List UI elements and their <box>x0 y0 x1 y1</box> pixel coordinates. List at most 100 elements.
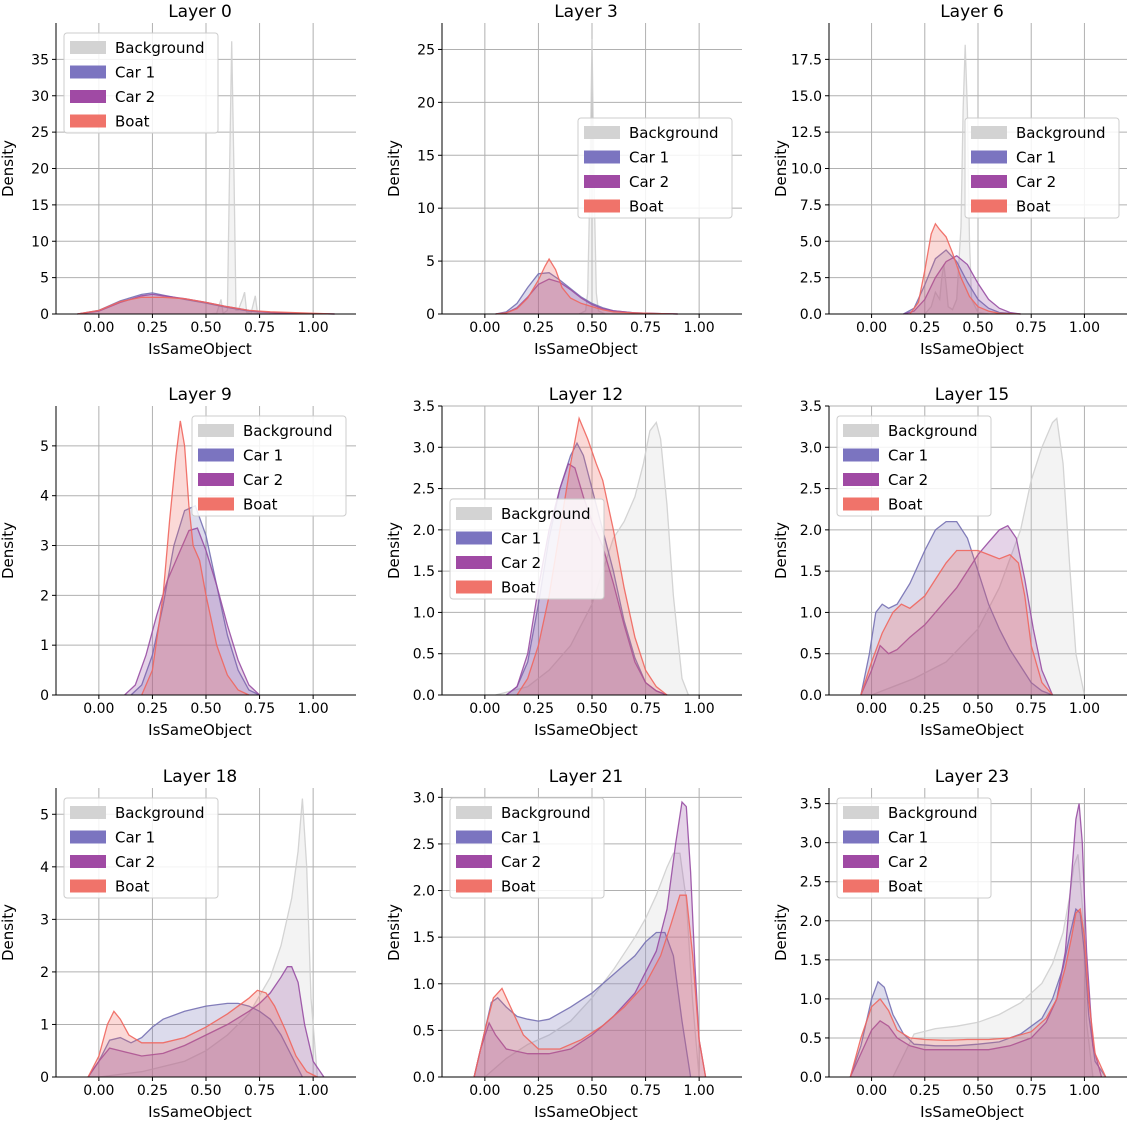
y-tick-label: 0 <box>426 307 435 323</box>
y-tick-label: 1.5 <box>413 930 435 946</box>
x-tick-label: 0.50 <box>962 701 993 717</box>
y-tick-label: 0.0 <box>800 307 822 323</box>
y-tick-label: 3.5 <box>800 399 822 415</box>
chart-panel-1: 0.00 0.25 0.50 0.75 1.00 0 5 10 15 20 25 Layer 3 IsS… <box>385 2 742 358</box>
legend-swatch <box>971 150 1007 164</box>
legend-box <box>836 797 992 899</box>
chart-title: Layer 9 <box>168 385 232 405</box>
legend-box <box>577 117 733 219</box>
chart-title: Layer 6 <box>940 2 1004 22</box>
legend-swatch <box>70 879 106 893</box>
legend-swatch <box>843 830 879 844</box>
legend-swatch <box>456 556 492 569</box>
legend-label: Boat <box>243 496 278 514</box>
series-area-boat <box>141 420 249 695</box>
y-tick-label: 2.5 <box>413 837 435 853</box>
legend-label: Car 2 <box>1016 173 1056 191</box>
y-tick-label: 3 <box>40 539 49 555</box>
x-tick-label: 0.50 <box>190 1083 221 1099</box>
chart-title: Layer 21 <box>549 767 623 787</box>
chart-panel-3: 0.00 0.25 0.50 0.75 1.00 0 1 2 3 4 5 Layer 9 IsSameO… <box>0 385 356 739</box>
y-tick-label: 2.5 <box>800 271 822 287</box>
y-tick-label: 0 <box>40 688 49 704</box>
y-tick-label: 1.0 <box>800 605 822 621</box>
series-area-background <box>495 422 689 695</box>
legend-swatch <box>456 830 492 844</box>
y-tick-label: 15 <box>31 198 49 214</box>
series-line-boat <box>909 222 1021 315</box>
x-axis-label: IsSameObject <box>148 1103 252 1121</box>
legend-swatch <box>456 855 492 868</box>
chart-panel-2: 0.00 0.25 0.50 0.75 1.00 0.0 2.5 5.0 7.5 10.0 12.5… <box>772 2 1127 358</box>
y-tick-label: 2.0 <box>413 523 435 539</box>
y-tick-label: 3.5 <box>800 797 822 813</box>
series-line-car-1 <box>860 520 1053 696</box>
y-tick-label: 1.0 <box>413 977 435 993</box>
series-line-boat <box>77 296 335 315</box>
chart-panel-8: 0.00 0.25 0.50 0.75 1.00 0.0 0.5 1.0 1.5 2.0 2.5 3.… <box>772 767 1127 1121</box>
series-area-background <box>871 418 1085 695</box>
legend-swatch <box>70 65 106 79</box>
series-line-background <box>924 44 989 315</box>
x-tick-label: 0.00 <box>469 320 500 336</box>
y-axis-label: Density <box>772 140 790 197</box>
legend-label: Car 1 <box>243 447 283 465</box>
legend-label: Boat <box>629 198 664 216</box>
series-line-car-1 <box>903 249 1021 315</box>
x-tick-label: 0.00 <box>856 1083 887 1099</box>
y-tick-label: 25 <box>417 42 435 58</box>
series-area-boat <box>850 909 1106 1077</box>
series-area-car-2 <box>124 528 260 695</box>
legend-label: Boat <box>501 878 536 896</box>
x-tick-label: 0.25 <box>909 320 940 336</box>
legend-label: Boat <box>115 878 150 896</box>
y-tick-label: 0.5 <box>800 1031 822 1047</box>
x-tick-label: 1.00 <box>684 1083 715 1099</box>
x-tick-label: 0.00 <box>469 701 500 717</box>
x-tick-label: 0.00 <box>83 1083 114 1099</box>
y-axis-label: Density <box>0 904 17 961</box>
x-tick-label: 0.50 <box>576 1083 607 1099</box>
x-tick-label: 0.75 <box>1016 701 1047 717</box>
legend-label: Background <box>115 804 205 822</box>
series-line-background <box>205 41 271 315</box>
chart-panel-6: 0.00 0.25 0.50 0.75 1.00 0 1 2 3 4 5 Layer 18 IsSame… <box>0 767 356 1121</box>
y-tick-label: 4 <box>40 489 49 505</box>
y-tick-label: 3.5 <box>413 399 435 415</box>
x-tick-label: 1.00 <box>298 1083 329 1099</box>
legend-swatch <box>198 497 234 511</box>
legend-swatch <box>198 448 234 462</box>
x-tick-label: 1.00 <box>298 701 329 717</box>
x-axis-label: IsSameObject <box>920 721 1024 739</box>
y-tick-label: 30 <box>31 89 49 105</box>
x-tick-label: 0.50 <box>962 320 993 336</box>
series-area-car-1 <box>131 505 260 695</box>
series-area-car-2 <box>903 255 1021 314</box>
legend-label: Car 2 <box>115 88 155 106</box>
series-area-car-2 <box>77 294 335 314</box>
y-tick-label: 3.0 <box>800 440 822 456</box>
legend-swatch <box>843 448 879 462</box>
y-tick-label: 3.0 <box>800 836 822 852</box>
x-tick-label: 0.25 <box>909 701 940 717</box>
y-axis-label: Density <box>385 904 403 961</box>
x-tick-label: 0.25 <box>137 1083 168 1099</box>
legend-box <box>449 498 605 600</box>
legend-swatch <box>843 855 879 868</box>
x-axis-label: IsSameObject <box>534 1103 638 1121</box>
x-tick-label: 0.00 <box>83 701 114 717</box>
legend-swatch <box>843 806 879 819</box>
legend-swatch <box>843 879 879 893</box>
legend-label: Car 2 <box>888 853 928 871</box>
series-line-boat <box>516 416 668 696</box>
x-tick-label: 0.25 <box>909 1083 940 1099</box>
x-tick-label: 0.75 <box>630 320 661 336</box>
x-axis-label: IsSameObject <box>148 721 252 739</box>
y-axis-label: Density <box>0 522 17 579</box>
legend-label: Boat <box>501 579 536 597</box>
series-area-car-1 <box>850 909 1106 1077</box>
series-area-boat <box>88 990 318 1077</box>
y-tick-label: 5 <box>40 271 49 287</box>
series-line-boat <box>860 549 1053 696</box>
